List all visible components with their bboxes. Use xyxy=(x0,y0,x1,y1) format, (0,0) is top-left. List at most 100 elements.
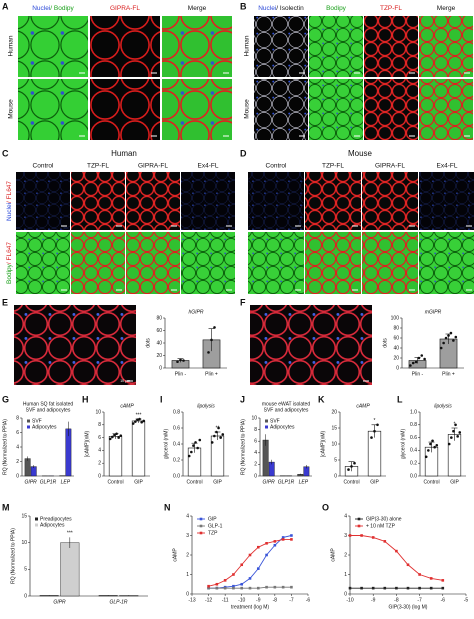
data-point xyxy=(360,534,363,537)
y-tick-label: 0.6 xyxy=(173,425,180,431)
column-label: Control xyxy=(33,163,55,170)
legend-marker xyxy=(200,532,203,535)
x-tick-label: -10 xyxy=(346,597,353,603)
data-point xyxy=(435,444,438,447)
panel-letter: N xyxy=(164,502,171,512)
data-point xyxy=(274,540,277,543)
y-tick-label: 80 xyxy=(156,315,162,321)
y-tick-label: 0.4 xyxy=(173,441,180,447)
data-point xyxy=(372,536,375,539)
row-label: Mouse xyxy=(8,99,15,119)
data-point xyxy=(423,358,426,361)
y-tick-label: 2 xyxy=(16,459,19,465)
x-tick-label: Plin + xyxy=(205,371,218,377)
chart-title: lipolysis xyxy=(197,403,215,409)
column-label: Merge xyxy=(437,5,456,12)
y-tick-label: 5 xyxy=(24,567,27,573)
y-tick-label: 0 xyxy=(16,473,19,479)
data-point xyxy=(407,587,410,590)
y-axis-label: glycerol (mM) xyxy=(163,429,169,460)
legend-label: GIP(3-30) alone xyxy=(366,516,402,522)
legend-swatch xyxy=(35,518,38,521)
data-point xyxy=(119,434,122,437)
micrograph xyxy=(16,232,70,294)
label-part: Bodipy xyxy=(6,263,13,284)
legend-swatch xyxy=(265,426,268,429)
y-tick-label: 0.2 xyxy=(410,461,417,467)
data-point xyxy=(221,433,224,436)
label-part: Merge xyxy=(188,5,207,12)
y-axis-label: [cAMP](nM) xyxy=(84,430,90,457)
data-point xyxy=(418,573,421,576)
data-point xyxy=(290,534,293,537)
data-point xyxy=(240,563,243,566)
chart-title: cAMP xyxy=(356,403,370,409)
data-point xyxy=(179,359,182,362)
legend-label: + 10 nM TZP xyxy=(366,523,396,529)
y-tick-label: 8 xyxy=(254,427,257,433)
data-point xyxy=(409,364,412,367)
label-part: / FL647 xyxy=(6,181,13,203)
y-axis-label: glycerol (mM) xyxy=(400,429,406,460)
x-tick-label: -7 xyxy=(417,597,422,603)
y-tick-label: 10 xyxy=(251,415,257,421)
data-point xyxy=(257,587,260,590)
bar xyxy=(61,543,80,596)
data-point xyxy=(265,586,268,589)
micrograph xyxy=(126,232,180,294)
data-point xyxy=(452,339,455,342)
legend-label: Adipocytes xyxy=(32,424,57,430)
data-point xyxy=(274,586,277,589)
data-point xyxy=(219,436,222,439)
y-tick-label: 0 xyxy=(254,473,257,479)
y-tick-label: 0 xyxy=(396,365,399,371)
x-tick-label: GIP xyxy=(450,479,459,485)
data-point xyxy=(176,360,179,363)
y-tick-label: 40 xyxy=(393,345,399,351)
legend-marker xyxy=(358,518,361,521)
panel-letter: A xyxy=(2,1,9,11)
data-point xyxy=(427,449,430,452)
x-tick-label: LEP xyxy=(61,479,71,485)
panel-letter: G xyxy=(2,394,9,404)
data-point xyxy=(458,431,461,434)
data-point xyxy=(349,587,352,590)
x-tick-label: GIPR xyxy=(53,599,66,605)
data-point xyxy=(353,462,356,465)
y-tick-label: 4 xyxy=(344,513,347,519)
legend-label: Adipocytes xyxy=(270,424,295,430)
legend-label: Adipocytes xyxy=(40,522,65,528)
x-tick-label: GIP xyxy=(134,479,143,485)
legend-marker xyxy=(200,525,203,528)
x-tick-label: -8 xyxy=(394,597,399,603)
scale-label: 10 µm xyxy=(120,379,130,383)
y-tick-label: 60 xyxy=(156,328,162,334)
series-line xyxy=(350,536,443,581)
x-tick-label: Plin - xyxy=(412,371,424,377)
panel-letter: M xyxy=(2,502,10,512)
data-point xyxy=(207,585,210,588)
label-part: / Bodipy xyxy=(50,5,74,12)
data-point xyxy=(290,538,293,541)
significance: * xyxy=(454,421,456,427)
column-label: Bodipy/ FL647 xyxy=(6,242,13,284)
y-tick-label: 20 xyxy=(393,355,399,361)
y-tick-label: 80 xyxy=(393,325,399,331)
data-point xyxy=(395,587,398,590)
data-point xyxy=(442,587,445,590)
y-tick-label: 1 xyxy=(186,572,189,578)
data-point xyxy=(224,579,227,582)
micrograph xyxy=(90,16,160,77)
micrograph xyxy=(16,172,70,230)
data-point xyxy=(265,542,268,545)
y-axis-label: dots xyxy=(145,338,151,348)
y-tick-label: 60 xyxy=(393,335,399,341)
data-point xyxy=(412,362,415,365)
panel-letter: B xyxy=(240,1,247,11)
panel-letter: O xyxy=(322,502,329,512)
x-tick-label: -11 xyxy=(222,597,229,603)
label-part: / FL647 xyxy=(6,242,13,264)
data-point xyxy=(198,439,201,442)
data-point xyxy=(265,554,268,557)
